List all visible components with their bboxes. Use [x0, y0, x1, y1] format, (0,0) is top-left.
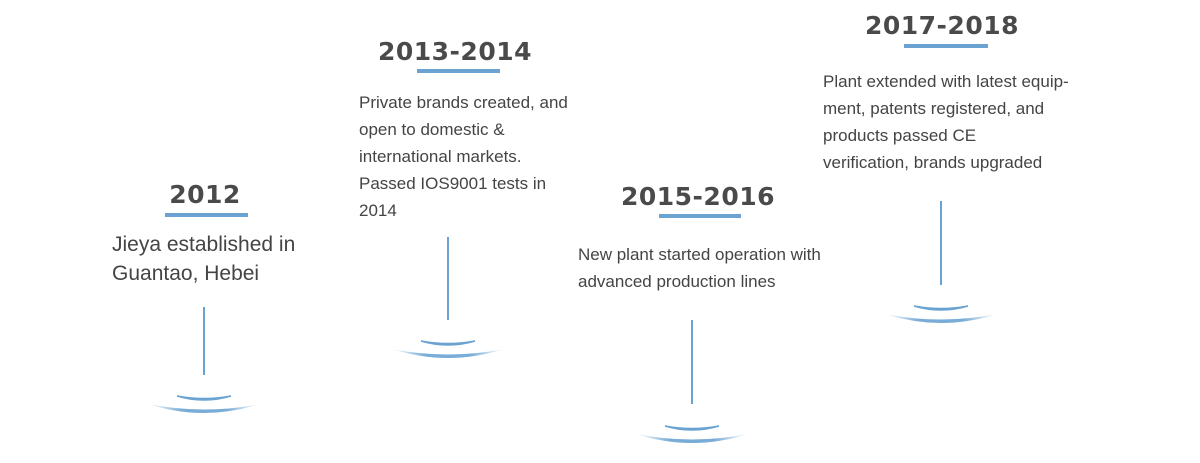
desc-line: New plant started operation with [578, 245, 821, 264]
milestone-description: Private brands created, and open to dome… [359, 89, 568, 224]
desc-line: Plant extended with latest equip- [823, 72, 1069, 91]
year-underline [659, 214, 741, 218]
desc-line: verification, brands upgraded [823, 153, 1043, 172]
timeline-stem [940, 201, 942, 285]
desc-line: Private brands created, and [359, 93, 568, 112]
ripple-icon [885, 305, 997, 323]
ripple-icon [148, 395, 260, 413]
desc-line: Guantao, Hebei [112, 262, 260, 285]
milestone-description: Plant extended with latest equip- ment, … [823, 68, 1069, 176]
desc-line: advanced production lines [578, 272, 776, 291]
ripple-icon [636, 425, 748, 443]
ripple-icon [392, 340, 504, 358]
milestone-year: 2013-2014 [377, 37, 533, 66]
milestone-year: 2012 [169, 180, 241, 209]
timeline-stem [203, 307, 205, 375]
milestone-description: New plant started operation with advance… [578, 241, 821, 295]
desc-line: international markets. [359, 147, 522, 166]
desc-line: products passed CE [823, 126, 977, 145]
desc-line: Jieya established in [112, 233, 296, 256]
desc-line: ment, patents registered, and [823, 99, 1045, 118]
milestone-description: Jieya established in Guantao, Hebei [112, 230, 295, 288]
year-underline [904, 44, 988, 48]
year-underline [417, 69, 500, 73]
milestone-year: 2017-2018 [864, 11, 1020, 40]
desc-line: open to domestic & [359, 120, 505, 139]
desc-line: 2014 [359, 201, 397, 220]
year-underline [165, 213, 248, 217]
milestone-year: 2015-2016 [620, 182, 776, 211]
desc-line: Passed IOS9001 tests in [359, 174, 547, 193]
timeline-stem [447, 237, 449, 320]
timeline-stem [691, 320, 693, 404]
